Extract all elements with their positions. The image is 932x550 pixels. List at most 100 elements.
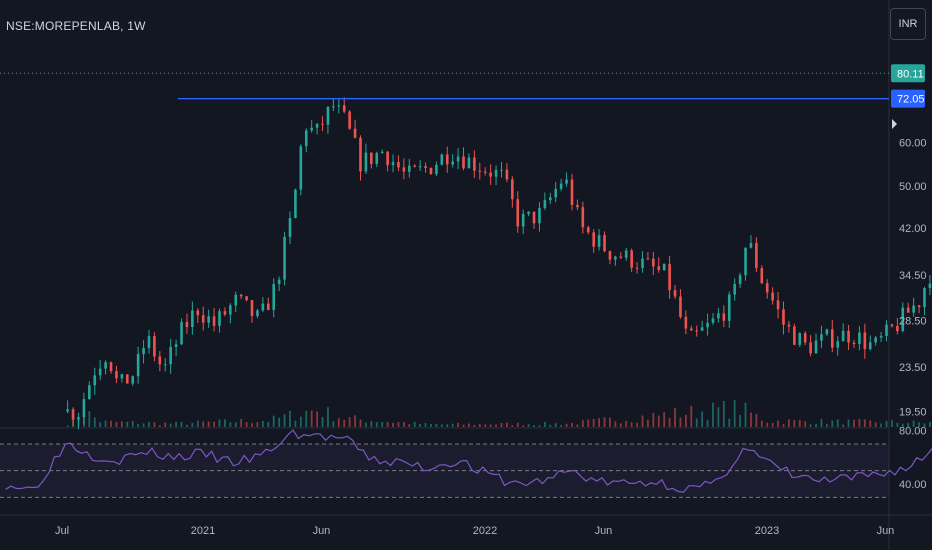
volume-bar <box>918 422 920 427</box>
candle-body <box>825 329 829 335</box>
volume-bar <box>267 421 270 427</box>
volume-bar <box>120 421 123 427</box>
volume-bar <box>538 425 541 427</box>
candle-body <box>326 106 330 125</box>
candle-body <box>256 310 259 317</box>
volume-bar <box>896 422 899 427</box>
candle-body <box>337 105 341 107</box>
candle-body <box>717 313 720 319</box>
volume-bar <box>348 417 351 427</box>
candle-body <box>277 279 281 285</box>
volume-bar <box>690 405 693 427</box>
volume-bar <box>402 422 405 427</box>
volume-bar <box>853 419 855 427</box>
candle-body <box>402 167 406 172</box>
volume-bar <box>142 423 145 427</box>
candle-body <box>776 300 780 310</box>
volume-bar <box>484 424 487 427</box>
candle-body <box>207 316 210 323</box>
price-tick-label: 60.00 <box>899 137 927 149</box>
candle-body <box>771 292 774 301</box>
candle-body <box>630 250 633 268</box>
candle-body <box>413 165 417 167</box>
volume-bar <box>717 407 720 427</box>
time-tick-label: Jul <box>55 525 69 537</box>
volume-bar <box>804 421 807 427</box>
volume-bar <box>522 425 525 427</box>
volume-bar <box>543 421 546 427</box>
volume-bar <box>359 419 362 427</box>
candle-body <box>679 296 682 317</box>
volume-bar <box>440 424 443 427</box>
volume-bar <box>679 417 682 427</box>
candle-body <box>554 188 558 198</box>
price-tick-label: 28.50 <box>899 316 927 328</box>
volume-bar <box>668 418 671 427</box>
volume-bar <box>365 422 367 427</box>
volume-bar <box>321 417 324 427</box>
volume-bar <box>630 422 633 427</box>
volume-bar <box>614 421 617 427</box>
volume-bar <box>148 421 150 427</box>
volume-bar <box>880 423 883 427</box>
candle-body <box>467 157 471 169</box>
volume-bar <box>294 420 297 427</box>
candle-body <box>787 324 791 327</box>
volume-bar <box>912 420 915 427</box>
volume-bar <box>739 415 742 427</box>
currency-button[interactable]: INR <box>890 8 926 40</box>
volume-bar <box>722 400 725 427</box>
volume-bar <box>169 423 172 427</box>
candle-body <box>511 179 514 200</box>
candle-body <box>912 305 915 313</box>
volume-bar <box>489 424 492 427</box>
candle-body <box>809 342 812 354</box>
candle-body <box>451 161 454 165</box>
volume-bar <box>869 420 872 427</box>
volume-bar <box>180 422 183 427</box>
candle-body <box>429 167 433 175</box>
candle-body <box>191 310 194 327</box>
volume-bar <box>755 413 758 427</box>
candle-body <box>559 183 563 189</box>
volume-bar <box>695 418 698 427</box>
volume-bar <box>636 422 638 427</box>
volume-bar <box>836 419 839 427</box>
candle-body <box>93 375 97 386</box>
volume-bar <box>511 425 514 427</box>
volume-bar <box>587 419 590 427</box>
volume-bar <box>316 411 319 427</box>
candle-body <box>440 154 444 165</box>
candle-body <box>706 322 709 328</box>
volume-bar <box>213 421 215 427</box>
candle-body <box>565 179 568 184</box>
candle-body <box>733 283 736 295</box>
candle-body <box>212 316 216 326</box>
candle-body <box>684 316 688 329</box>
candle-body <box>603 235 606 252</box>
candle-body <box>407 165 411 172</box>
price-tick-label: 23.50 <box>899 362 927 374</box>
candle-body <box>803 333 807 343</box>
candle-body <box>136 354 140 377</box>
candle-body <box>283 236 286 280</box>
candle-body <box>147 336 151 349</box>
volume-bar <box>478 423 481 427</box>
candle-body <box>923 288 926 308</box>
candle-body <box>153 336 156 357</box>
volume-bar <box>202 421 205 427</box>
volume-bar <box>891 420 893 427</box>
volume-bar <box>278 417 281 427</box>
candle-body <box>478 170 482 172</box>
volume-bar <box>500 422 503 427</box>
candle-body <box>494 170 498 177</box>
candle-body <box>906 307 910 313</box>
volume-bar <box>750 412 752 427</box>
volume-bar <box>256 422 259 427</box>
price-tick-label: 50.00 <box>899 181 927 193</box>
volume-bar <box>885 420 888 427</box>
volume-bar <box>299 416 302 427</box>
candle-body <box>917 305 921 308</box>
candle-body <box>239 294 243 297</box>
